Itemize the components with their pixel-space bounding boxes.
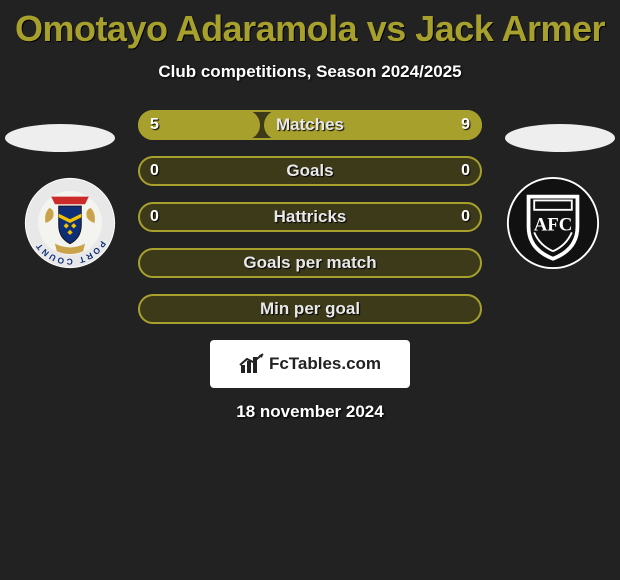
club-badge-right: AFC xyxy=(506,176,600,270)
stat-value-left: 5 xyxy=(150,116,159,134)
stat-row-hattricks: 0 Hattricks 0 xyxy=(138,202,482,232)
stat-label: Goals xyxy=(286,161,333,181)
stats-list: 5 Matches 9 0 Goals 0 0 Hattricks 0 Goal… xyxy=(138,110,482,324)
flag-ellipse-right xyxy=(505,124,615,152)
comparison-title: Omotayo Adaramola vs Jack Armer xyxy=(0,8,620,50)
stat-label: Goals per match xyxy=(243,253,376,273)
svg-text:AFC: AFC xyxy=(534,215,573,236)
club-badge-left: PORT COUNT xyxy=(23,176,117,270)
stat-label: Matches xyxy=(276,115,344,135)
brand-text: FcTables.com xyxy=(269,354,381,374)
stat-value-left: 0 xyxy=(150,162,159,180)
flag-ellipse-left xyxy=(5,124,115,152)
date-text: 18 november 2024 xyxy=(0,402,620,422)
stat-label: Hattricks xyxy=(274,207,347,227)
stat-value-right: 0 xyxy=(461,208,470,226)
stat-row-matches: 5 Matches 9 xyxy=(138,110,482,140)
brand-link[interactable]: FcTables.com xyxy=(0,340,620,388)
stat-label: Min per goal xyxy=(260,299,360,319)
bar-chart-icon xyxy=(239,353,265,375)
stat-value-left: 0 xyxy=(150,208,159,226)
stat-row-goals-per-match: Goals per match xyxy=(138,248,482,278)
stat-value-right: 9 xyxy=(461,116,470,134)
stat-row-min-per-goal: Min per goal xyxy=(138,294,482,324)
comparison-subtitle: Club competitions, Season 2024/2025 xyxy=(0,62,620,82)
stat-row-goals: 0 Goals 0 xyxy=(138,156,482,186)
brand-badge: FcTables.com xyxy=(210,340,410,388)
stat-value-right: 0 xyxy=(461,162,470,180)
